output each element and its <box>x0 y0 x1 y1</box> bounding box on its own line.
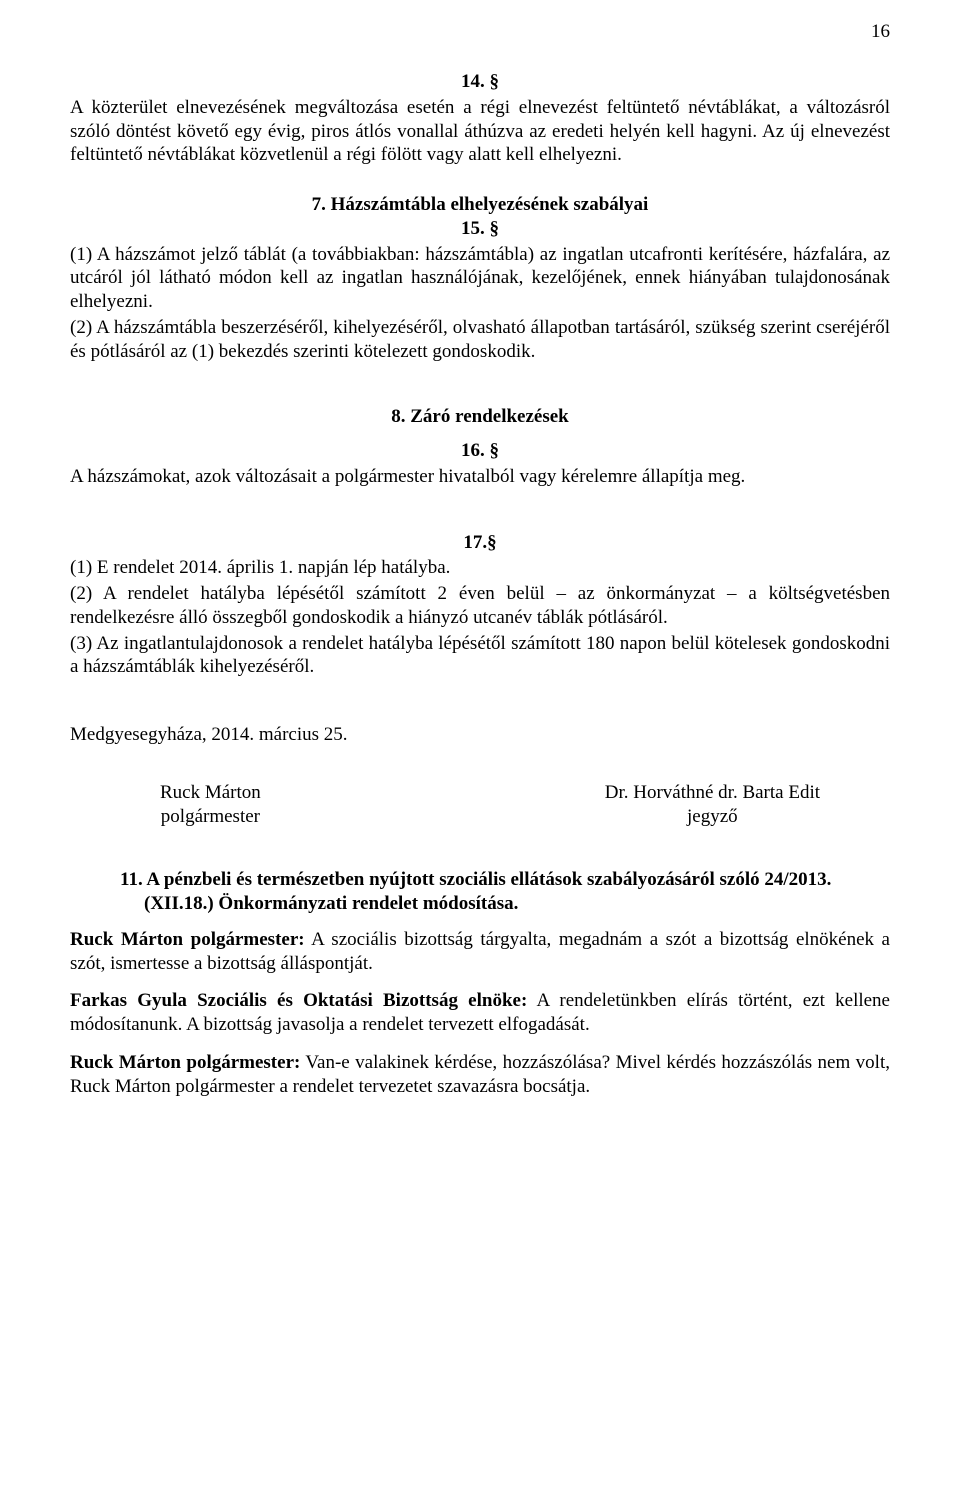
agenda-11-p3: Ruck Márton polgármester: Van-e valakine… <box>70 1051 890 1099</box>
agenda-11-p1-lead: Ruck Márton polgármester: <box>70 929 305 950</box>
section-16-number: 16. § <box>70 439 890 463</box>
agenda-11-p2-lead: Farkas Gyula Szociális és Oktatási Bizot… <box>70 990 527 1011</box>
signature-left: Ruck Márton polgármester <box>160 781 261 829</box>
section-14-paragraph: A közterület elnevezésének megváltozása … <box>70 96 890 167</box>
agenda-11-p3-lead: Ruck Márton polgármester: <box>70 1052 300 1073</box>
heading-8: 8. Záró rendelkezések <box>70 405 890 429</box>
signature-row: Ruck Márton polgármester Dr. Horváthné d… <box>70 781 890 829</box>
section-15-number: 15. § <box>70 217 890 241</box>
section-16-paragraph: A házszámokat, azok változásait a polgár… <box>70 465 890 489</box>
section-17-p3: (3) Az ingatlantulajdonosok a rendelet h… <box>70 632 890 680</box>
section-17-p1: (1) E rendelet 2014. április 1. napján l… <box>70 556 890 580</box>
sig-left-title: polgármester <box>160 805 261 829</box>
section-15-p1: (1) A házszámot jelző táblát (a továbbia… <box>70 243 890 314</box>
agenda-11-title: 11. A pénzbeli és természetben nyújtott … <box>120 868 890 916</box>
sig-right-name: Dr. Horváthné dr. Barta Edit <box>605 781 820 805</box>
sig-left-name: Ruck Márton <box>160 781 261 805</box>
section-14-number: 14. § <box>70 70 890 94</box>
agenda-11-p1: Ruck Márton polgármester: A szociális bi… <box>70 928 890 976</box>
signature-right: Dr. Horváthné dr. Barta Edit jegyző <box>605 781 820 829</box>
section-15-p2: (2) A házszámtábla beszerzéséről, kihely… <box>70 316 890 364</box>
document-page: 16 14. § A közterület elnevezésének megv… <box>0 0 960 1492</box>
agenda-11-p2: Farkas Gyula Szociális és Oktatási Bizot… <box>70 989 890 1037</box>
sig-right-title: jegyző <box>605 805 820 829</box>
section-17-number: 17.§ <box>70 531 890 555</box>
page-number: 16 <box>871 20 890 44</box>
date-line: Medgyesegyháza, 2014. március 25. <box>70 723 890 747</box>
section-17-p2: (2) A rendelet hatályba lépésétől számít… <box>70 582 890 630</box>
heading-7: 7. Házszámtábla elhelyezésének szabályai <box>70 193 890 217</box>
